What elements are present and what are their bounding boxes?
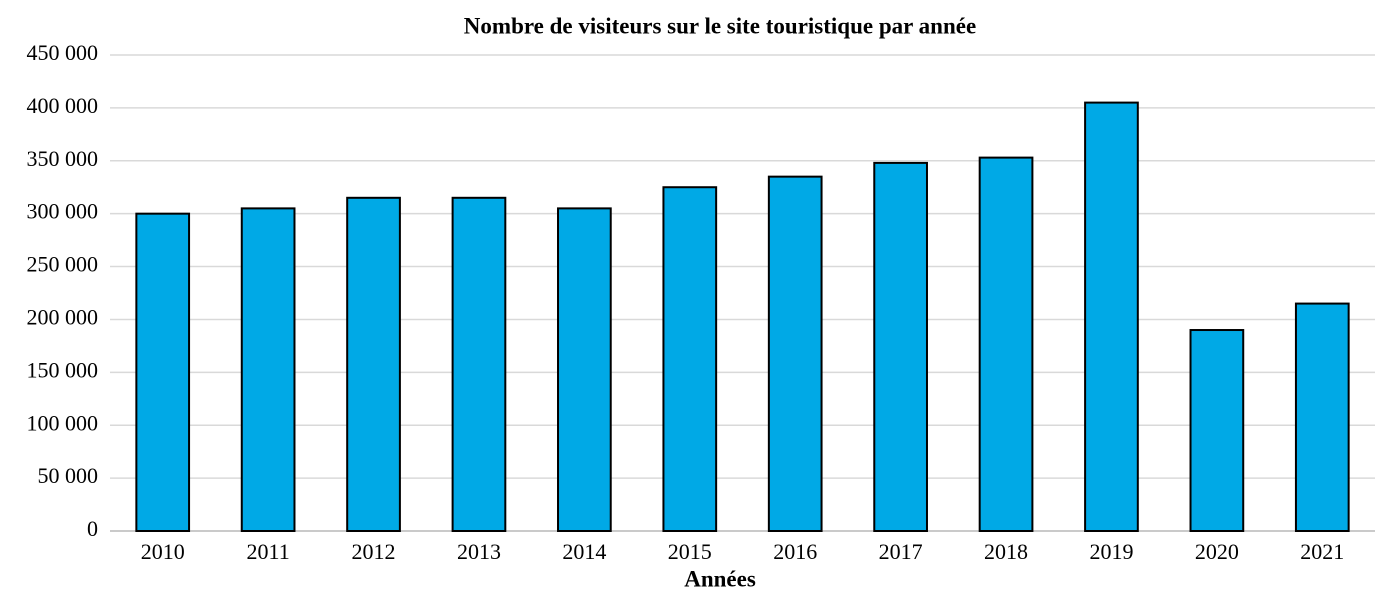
x-tick-label: 2021 <box>1300 539 1344 564</box>
y-tick-label: 200 000 <box>27 304 99 329</box>
bar <box>662 186 718 532</box>
y-tick-label: 450 000 <box>27 40 99 65</box>
bar <box>978 156 1034 533</box>
x-tick-label: 2017 <box>879 539 923 564</box>
x-axis-title: Années <box>684 566 756 591</box>
y-tick-label: 400 000 <box>27 93 99 118</box>
x-tick-label: 2020 <box>1195 539 1239 564</box>
bar <box>240 207 296 532</box>
y-tick-label: 300 000 <box>27 199 99 224</box>
x-tick-label: 2015 <box>668 539 712 564</box>
bar <box>1189 329 1245 532</box>
bar <box>873 161 928 532</box>
bar <box>1294 302 1350 533</box>
x-tick-label: 2013 <box>457 539 501 564</box>
bar <box>451 196 507 533</box>
bar <box>1084 101 1139 532</box>
y-tick-label: 350 000 <box>27 146 99 171</box>
y-tick-label: 50 000 <box>38 463 99 488</box>
y-tick-label: 0 <box>87 516 98 541</box>
x-tick-label: 2014 <box>562 539 606 564</box>
x-tick-label: 2018 <box>984 539 1028 564</box>
y-tick-label: 150 000 <box>27 357 99 382</box>
y-tick-label: 100 000 <box>27 410 99 435</box>
bar <box>557 207 612 532</box>
chart-title: Nombre de visiteurs sur le site touristi… <box>464 13 976 38</box>
x-tick-label: 2019 <box>1089 539 1133 564</box>
x-tick-label: 2016 <box>773 539 817 564</box>
y-tick-label: 250 000 <box>27 252 99 277</box>
bar <box>135 212 191 533</box>
bar <box>767 175 823 532</box>
x-tick-label: 2010 <box>141 539 185 564</box>
x-tick-label: 2012 <box>352 539 396 564</box>
x-tick-label: 2011 <box>247 539 290 564</box>
bar <box>346 196 401 533</box>
